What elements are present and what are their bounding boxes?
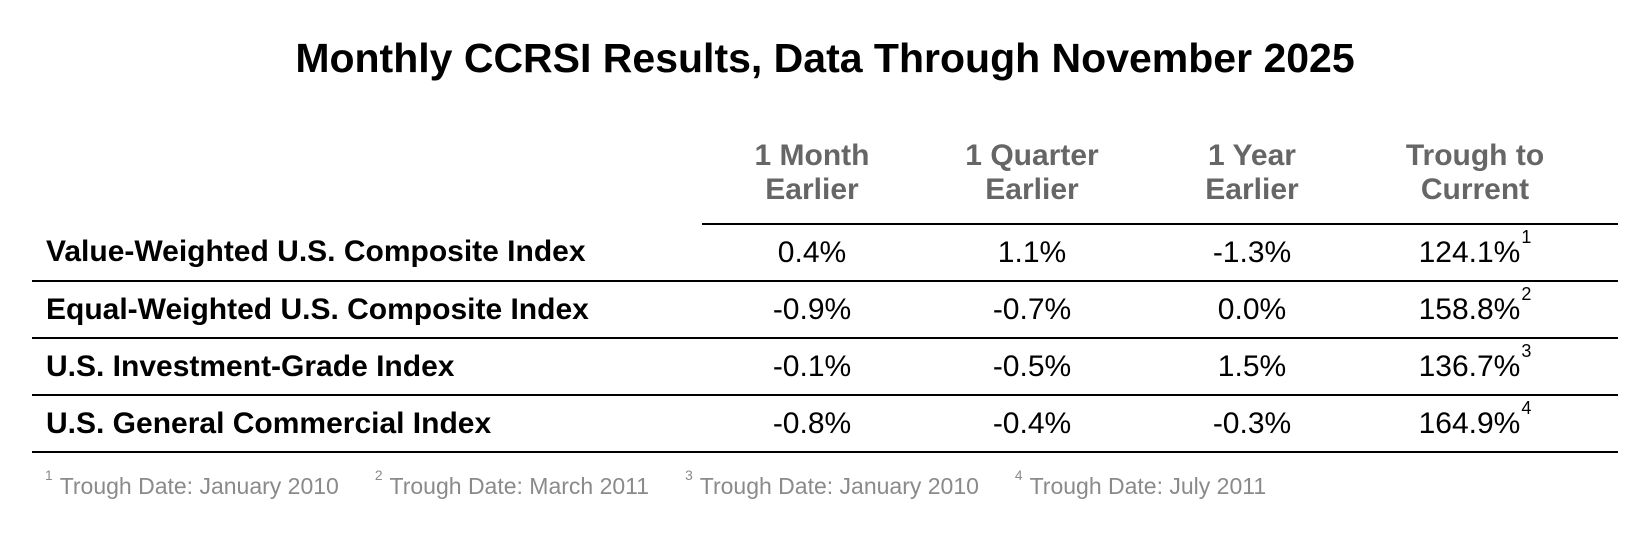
column-header-trough-to-current: Trough to Current (1362, 129, 1618, 225)
cell-1-month: 0.4% (702, 224, 922, 282)
footnote-marker: 3 (1521, 340, 1532, 361)
column-header-line: Earlier (1205, 173, 1299, 206)
cell-1-year: -1.3% (1142, 224, 1362, 282)
column-header-line: 1 Month (754, 139, 870, 172)
footnote-marker: 2 (1521, 283, 1532, 304)
footnote-text: Trough Date: January 2010 (699, 473, 979, 499)
row-label: Value-Weighted U.S. Composite Index (32, 224, 702, 282)
trough-value: 136.7% (1418, 349, 1521, 383)
cell-1-month: -0.1% (702, 338, 922, 396)
footnote-marker: 2 (374, 468, 383, 484)
cell-1-year: 0.0% (1142, 281, 1362, 339)
row-label: U.S. General Commercial Index (32, 395, 702, 453)
table-row-equal-weighted: Equal-Weighted U.S. Composite Index -0.9… (32, 281, 1618, 339)
row-label: Equal-Weighted U.S. Composite Index (32, 281, 702, 339)
table-row-value-weighted: Value-Weighted U.S. Composite Index 0.4%… (32, 224, 1618, 282)
ccrsi-report-figure: Monthly CCRSI Results, Data Through Nove… (0, 34, 1650, 555)
footnotes: 1 Trough Date: January 2010 2 Trough Date:… (45, 469, 1650, 500)
footnote-text: Trough Date: March 2011 (389, 473, 650, 499)
cell-1-month: -0.9% (702, 281, 922, 339)
trough-value: 158.8% (1418, 292, 1521, 326)
column-header-line: Trough to (1405, 139, 1545, 172)
footnote-text: Trough Date: January 2010 (59, 473, 339, 499)
cell-1-quarter: -0.4% (922, 395, 1142, 453)
column-header-line: Earlier (765, 173, 859, 206)
footnote-marker: 1 (1521, 226, 1532, 247)
header-row: 1 Month Earlier 1 Quarter Earlier 1 Year… (32, 129, 1618, 225)
footnote-3: 3 Trough Date: January 2010 (685, 469, 979, 500)
footnote-marker: 3 (685, 468, 693, 484)
cell-1-quarter: 1.1% (922, 224, 1142, 282)
footnote-marker: 4 (1014, 468, 1023, 484)
trough-value: 124.1% (1418, 235, 1521, 269)
column-header-1-year: 1 Year Earlier (1142, 129, 1362, 225)
page-title: Monthly CCRSI Results, Data Through Nove… (295, 35, 1355, 81)
row-label: U.S. Investment-Grade Index (32, 338, 702, 396)
cell-trough-to-current: 164.9%4 (1362, 395, 1618, 453)
ccrsi-results-table: 1 Month Earlier 1 Quarter Earlier 1 Year… (32, 129, 1618, 453)
footnote-2: 2 Trough Date: March 2011 (375, 469, 650, 500)
cell-1-quarter: -0.7% (922, 281, 1142, 339)
cell-trough-to-current: 124.1%1 (1362, 224, 1618, 282)
trough-value: 164.9% (1418, 406, 1521, 440)
column-header-line: Current (1420, 173, 1530, 206)
column-header-line: Earlier (985, 173, 1079, 206)
cell-1-month: -0.8% (702, 395, 922, 453)
column-header-line: 1 Year (1208, 139, 1296, 172)
cell-trough-to-current: 158.8%2 (1362, 281, 1618, 339)
cell-1-year: 1.5% (1142, 338, 1362, 396)
column-header-1-month: 1 Month Earlier (702, 129, 922, 225)
header-empty-cell (32, 129, 702, 224)
table-row-investment-grade: U.S. Investment-Grade Index -0.1% -0.5% … (32, 338, 1618, 396)
cell-trough-to-current: 136.7%3 (1362, 338, 1618, 396)
cell-1-quarter: -0.5% (922, 338, 1142, 396)
column-header-line: 1 Quarter (965, 139, 1099, 172)
footnote-4: 4 Trough Date: July 2011 (1015, 469, 1267, 500)
column-header-1-quarter: 1 Quarter Earlier (922, 129, 1142, 225)
cell-1-year: -0.3% (1142, 395, 1362, 453)
table-row-general-commercial: U.S. General Commercial Index -0.8% -0.4… (32, 395, 1618, 453)
footnote-marker: 4 (1521, 397, 1532, 418)
footnote-marker: 1 (45, 468, 53, 484)
footnote-text: Trough Date: July 2011 (1029, 473, 1267, 499)
footnote-1: 1 Trough Date: January 2010 (45, 469, 339, 500)
